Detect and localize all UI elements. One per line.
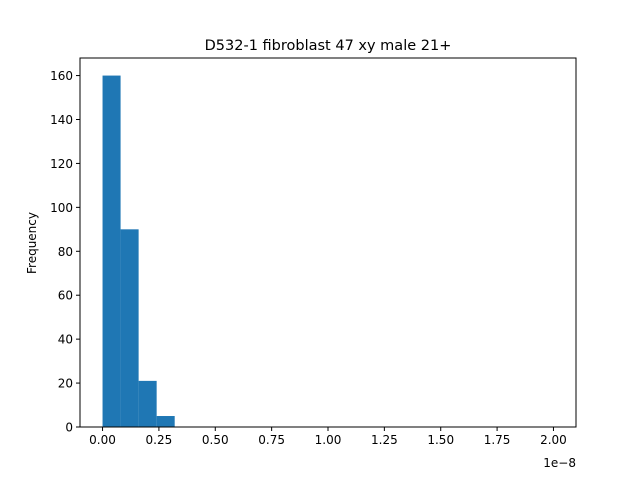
x-axis-ticks: 0.00 0.25 0.50 0.75 1.00 1.25 1.50 1.75 2.00 xyxy=(89,427,567,447)
x-tick-label: 0.00 xyxy=(89,433,116,447)
chart-title: D532-1 fibroblast 47 xy male 21+ xyxy=(205,38,452,54)
y-tick-label: 80 xyxy=(58,245,73,259)
y-tick-label: 20 xyxy=(58,377,73,391)
y-tick-label: 40 xyxy=(58,333,73,347)
y-tick-label: 160 xyxy=(50,69,73,83)
y-tick-label: 100 xyxy=(50,201,73,215)
y-axis-ticks: 0 20 40 60 80 100 120 140 160 xyxy=(50,69,80,435)
histogram-bars xyxy=(102,75,175,428)
histogram-bar xyxy=(138,380,157,427)
x-tick-label: 1.00 xyxy=(315,433,342,447)
x-tick-label: 0.50 xyxy=(202,433,229,447)
x-tick-label: 0.75 xyxy=(258,433,285,447)
histogram-bar xyxy=(102,75,121,428)
y-tick-label: 140 xyxy=(50,113,73,127)
y-tick-label: 60 xyxy=(58,289,73,303)
x-tick-label: 2.00 xyxy=(540,433,567,447)
plot-frame xyxy=(79,57,577,428)
y-tick-label: 120 xyxy=(50,157,73,171)
x-tick-label: 1.75 xyxy=(484,433,511,447)
x-tick-label: 0.25 xyxy=(146,433,173,447)
histogram-bar xyxy=(156,416,175,427)
x-tick-label: 1.50 xyxy=(427,433,454,447)
histogram-bar xyxy=(120,229,139,427)
x-axis-scale-label: 1e−8 xyxy=(543,456,576,470)
x-tick-label: 1.25 xyxy=(371,433,398,447)
y-tick-label: 0 xyxy=(65,421,73,435)
y-axis-label: Frequency xyxy=(25,212,39,274)
